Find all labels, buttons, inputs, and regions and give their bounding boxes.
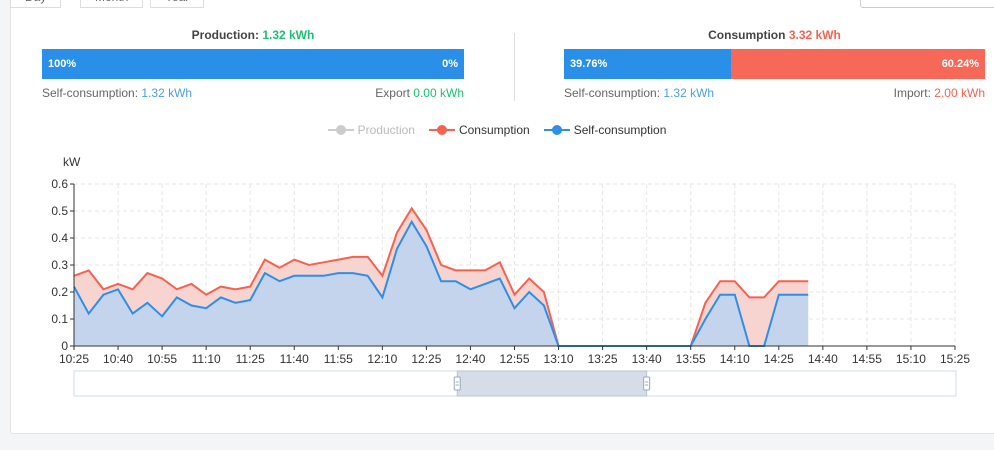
- production-bar-right-pct: 0%: [442, 58, 458, 70]
- production-value: 1.32 kWh: [262, 28, 315, 42]
- legend-self-consumption-label: Self-consumption: [573, 123, 667, 137]
- x-tick-label: 11:55: [324, 352, 353, 366]
- consumption-header: Consumption 3.32 kWh: [564, 28, 985, 42]
- consumption-bar-left-pct: 39.76%: [570, 58, 608, 70]
- x-tick-label: 14:10: [720, 352, 750, 366]
- production-self: Self-consumption: 1.32 kWh: [42, 86, 192, 100]
- date-picker[interactable]: [860, 0, 994, 8]
- x-tick-label: 12:40: [455, 352, 485, 366]
- production-header: Production: 1.32 kWh: [42, 28, 464, 42]
- legend-production-label: Production: [357, 123, 415, 137]
- y-tick-label: 0.3: [51, 258, 68, 272]
- x-tick-label: 15:10: [896, 352, 926, 366]
- power-chart: kW 0 0.1 0.2 0.3 0.4 0.5 0.6 10:25 10:40 10:55 11:…: [51, 155, 970, 397]
- production-export: Export 0.00 kWh: [330, 86, 464, 100]
- consumption-bar: 39.76% 60.24%: [564, 49, 985, 79]
- consumption-self-value: 1.32 kWh: [663, 86, 715, 100]
- zoom-slider[interactable]: [73, 370, 957, 397]
- x-tick-label: 14:55: [852, 352, 882, 366]
- summary-divider: [514, 33, 515, 101]
- y-axis-label: kW: [63, 155, 81, 169]
- y-tick-label: 0.6: [51, 177, 68, 191]
- x-tick-label: 12:10: [367, 352, 397, 366]
- production-bar-left-pct: 100%: [48, 58, 77, 70]
- production-export-label: Export: [375, 86, 410, 100]
- production-label: Production:: [191, 28, 259, 42]
- legend-self-consumption-marker: [543, 125, 570, 135]
- x-tick-label: 15:25: [940, 352, 970, 366]
- consumption-import-label: Import:: [893, 86, 931, 100]
- x-tick-label: 11:25: [236, 352, 265, 366]
- production-bar: 100% 0%: [42, 49, 464, 79]
- x-tick-label: 13:10: [544, 352, 574, 366]
- consumption-bar-right-pct: 60.24%: [941, 58, 979, 70]
- zoom-handle-end[interactable]: [643, 376, 651, 391]
- x-tick-label: 13:55: [676, 352, 706, 366]
- y-tick-label: 0.1: [51, 312, 68, 326]
- y-tick-label: 0.5: [51, 204, 68, 218]
- tab-day[interactable]: Day: [10, 0, 62, 8]
- tab-month[interactable]: Month: [80, 0, 144, 8]
- production-self-label: Self-consumption:: [42, 86, 139, 100]
- consumption-import: Import: 2.00 kWh: [820, 86, 985, 100]
- chart-legend: Production Consumption Self-consumption: [0, 123, 994, 137]
- consumption-bar-self: 39.76%: [564, 49, 732, 79]
- chart-axes: 0 0.1 0.2 0.3 0.4 0.5 0.6 10:25 10:40 10:55 11:10 1…: [51, 177, 970, 366]
- x-tick-label: 11:10: [192, 352, 221, 366]
- production-bar-self: 100% 0%: [42, 49, 464, 79]
- x-tick-label: 10:40: [103, 352, 133, 366]
- legend-production[interactable]: Production: [327, 123, 415, 137]
- self-consumption-area: [74, 221, 809, 346]
- production-export-value: 0.00 kWh: [413, 86, 464, 100]
- x-tick-label: 13:25: [588, 352, 618, 366]
- consumption-self-label: Self-consumption:: [564, 86, 661, 100]
- legend-self-consumption[interactable]: Self-consumption: [543, 123, 667, 137]
- x-tick-label: 12:25: [411, 352, 441, 366]
- consumption-bar-import: 60.24%: [731, 49, 985, 79]
- x-tick-label: 14:25: [764, 352, 794, 366]
- x-tick-label: 14:40: [808, 352, 838, 366]
- tab-year[interactable]: Year: [150, 0, 205, 8]
- consumption-value: 3.32 kWh: [788, 28, 841, 42]
- y-tick-label: 0: [61, 339, 68, 353]
- consumption-label: Consumption: [708, 28, 786, 42]
- x-tick-label: 12:55: [499, 352, 529, 366]
- legend-production-marker: [327, 125, 354, 135]
- y-tick-label: 0.2: [51, 285, 68, 299]
- x-tick-label: 10:55: [147, 352, 177, 366]
- x-tick-label: 10:25: [59, 352, 89, 366]
- y-tick-label: 0.4: [51, 231, 68, 245]
- x-tick-label: 11:40: [280, 352, 309, 366]
- legend-consumption-marker: [428, 125, 455, 135]
- consumption-self: Self-consumption: 1.32 kWh: [564, 86, 714, 100]
- x-tick-label: 13:40: [632, 352, 662, 366]
- zoom-handle-start[interactable]: [453, 376, 461, 391]
- legend-consumption[interactable]: Consumption: [428, 123, 530, 137]
- production-self-value: 1.32 kWh: [141, 86, 193, 100]
- legend-consumption-label: Consumption: [458, 123, 530, 137]
- zoom-window[interactable]: [456, 370, 648, 397]
- chart-areas: [74, 208, 809, 346]
- consumption-import-value: 2.00 kWh: [934, 86, 985, 100]
